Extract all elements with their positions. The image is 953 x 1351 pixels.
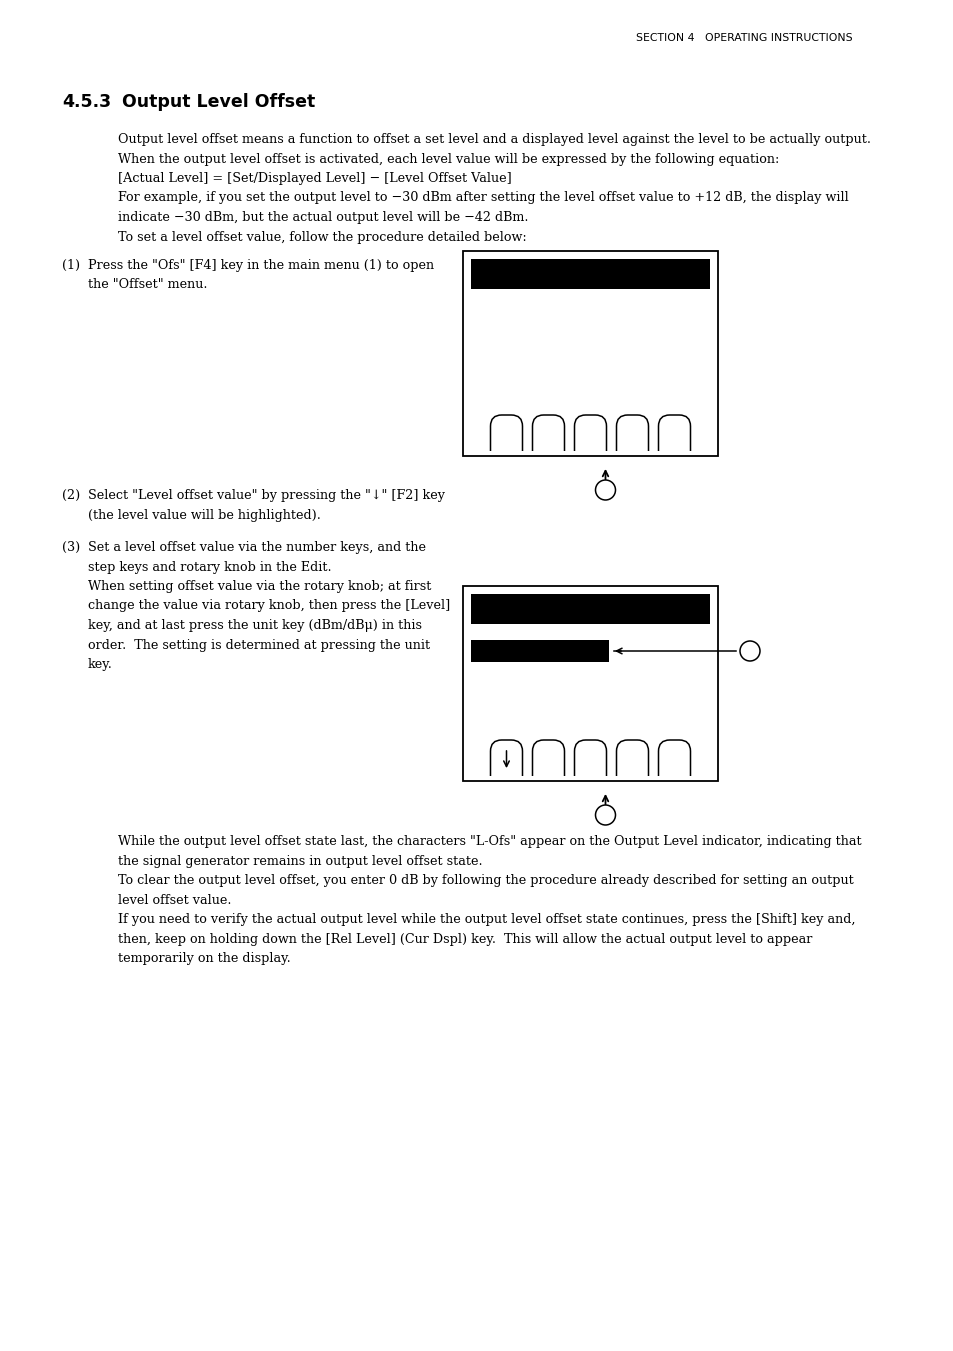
PathPatch shape	[532, 415, 564, 451]
Text: order.  The setting is determined at pressing the unit: order. The setting is determined at pres…	[88, 639, 430, 651]
Text: To clear the output level offset, you enter 0 dB by following the procedure alre: To clear the output level offset, you en…	[118, 874, 853, 888]
Text: 4.5.3: 4.5.3	[62, 93, 111, 111]
Circle shape	[595, 480, 615, 500]
PathPatch shape	[574, 740, 606, 775]
Text: For example, if you set the output level to −30 dBm after setting the level offs: For example, if you set the output level…	[118, 192, 848, 204]
Text: Select "Level offset value" by pressing the "↓" [F2] key: Select "Level offset value" by pressing …	[88, 489, 444, 503]
Text: level offset value.: level offset value.	[118, 893, 232, 907]
Text: Set a level offset value via the number keys, and the: Set a level offset value via the number …	[88, 540, 426, 554]
Circle shape	[595, 805, 615, 825]
Bar	[462, 586, 718, 781]
Text: indicate −30 dBm, but the actual output level will be −42 dBm.: indicate −30 dBm, but the actual output …	[118, 211, 528, 224]
Text: When the output level offset is activated, each level value will be expressed by: When the output level offset is activate…	[118, 153, 779, 166]
Text: (1): (1)	[62, 259, 80, 272]
Text: SECTION 4   OPERATING INSTRUCTIONS: SECTION 4 OPERATING INSTRUCTIONS	[636, 32, 852, 43]
Bar	[471, 594, 709, 624]
Text: the signal generator remains in output level offset state.: the signal generator remains in output l…	[118, 854, 482, 867]
Text: the "Offset" menu.: the "Offset" menu.	[88, 278, 208, 292]
PathPatch shape	[658, 415, 690, 451]
Text: key, and at last press the unit key (dBm/dBμ) in this: key, and at last press the unit key (dBm…	[88, 619, 421, 632]
Text: While the output level offset state last, the characters "L-Ofs" appear on the O: While the output level offset state last…	[118, 835, 861, 848]
Text: 2: 2	[601, 811, 608, 820]
Bar	[462, 251, 718, 457]
PathPatch shape	[658, 740, 690, 775]
Text: Press the "Ofs" [F4] key in the main menu (1) to open: Press the "Ofs" [F4] key in the main men…	[88, 259, 434, 272]
Text: 3: 3	[745, 646, 753, 657]
Bar	[471, 640, 608, 662]
PathPatch shape	[616, 415, 648, 451]
Text: change the value via rotary knob, then press the [Level]: change the value via rotary knob, then p…	[88, 600, 450, 612]
Text: then, keep on holding down the [Rel Level] (Cur Dspl) key.  This will allow the : then, keep on holding down the [Rel Leve…	[118, 932, 812, 946]
Text: 1: 1	[601, 485, 608, 494]
Circle shape	[740, 640, 760, 661]
Bar	[471, 259, 709, 289]
Text: temporarily on the display.: temporarily on the display.	[118, 952, 291, 965]
Text: If you need to verify the actual output level while the output level offset stat: If you need to verify the actual output …	[118, 913, 855, 925]
Text: (the level value will be highlighted).: (the level value will be highlighted).	[88, 508, 320, 521]
Text: [Actual Level] = [Set/Displayed Level] − [Level Offset Value]: [Actual Level] = [Set/Displayed Level] −…	[118, 172, 511, 185]
Text: step keys and rotary knob in the Edit.: step keys and rotary knob in the Edit.	[88, 561, 332, 574]
Text: key.: key.	[88, 658, 112, 671]
PathPatch shape	[532, 740, 564, 775]
PathPatch shape	[490, 415, 522, 451]
Text: (2): (2)	[62, 489, 80, 503]
Text: When setting offset value via the rotary knob; at first: When setting offset value via the rotary…	[88, 580, 431, 593]
Text: (3): (3)	[62, 540, 80, 554]
Text: To set a level offset value, follow the procedure detailed below:: To set a level offset value, follow the …	[118, 231, 526, 243]
PathPatch shape	[616, 740, 648, 775]
PathPatch shape	[574, 415, 606, 451]
PathPatch shape	[490, 740, 522, 775]
Text: Output level offset means a function to offset a set level and a displayed level: Output level offset means a function to …	[118, 132, 870, 146]
Text: Output Level Offset: Output Level Offset	[122, 93, 314, 111]
